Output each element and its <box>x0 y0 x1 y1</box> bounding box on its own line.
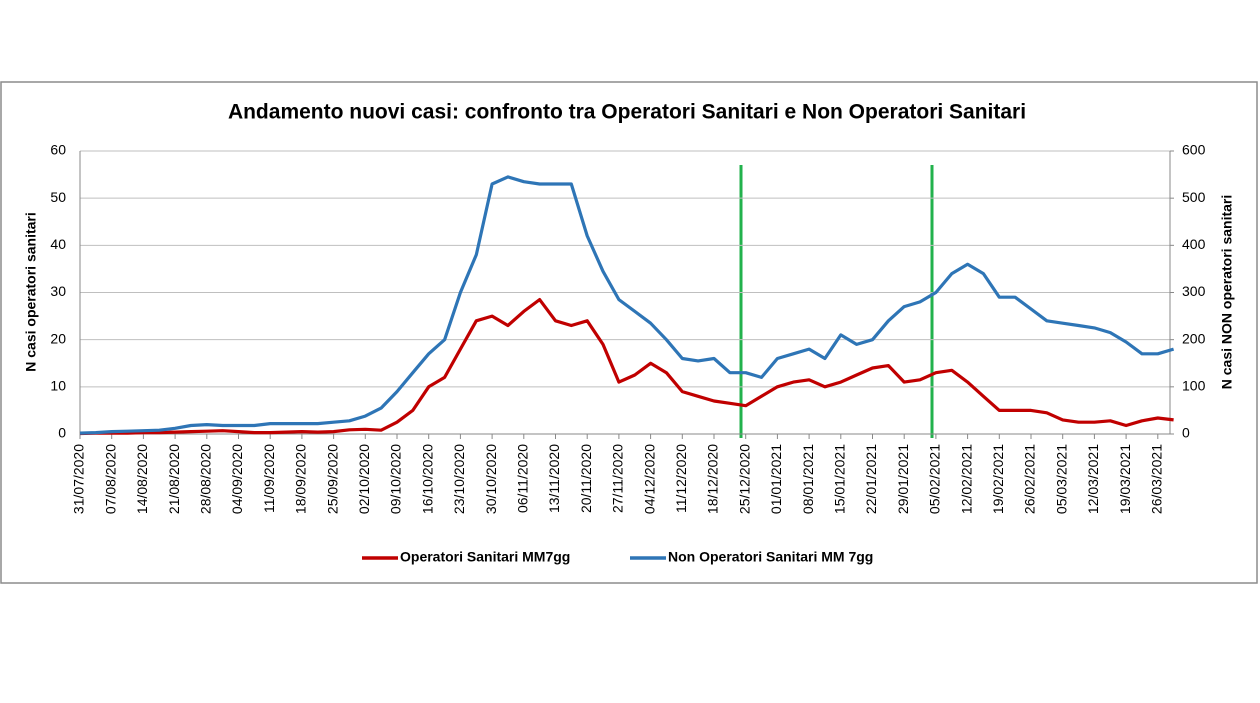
series-line <box>79 175 1175 435</box>
x-tick-label: 19/02/2021 <box>990 444 1006 514</box>
y-axis-title: N casi operatori sanitari <box>23 212 39 372</box>
x-tick-label: 05/03/2021 <box>1053 444 1069 514</box>
x-tick-label: 18/12/2020 <box>705 444 721 514</box>
x-tick-label: 22/01/2021 <box>863 444 879 514</box>
y-tick-label: 40 <box>50 236 66 252</box>
x-tick-label: 04/12/2020 <box>641 444 657 514</box>
x-tick-label: 20/11/2020 <box>578 444 594 513</box>
legend-label: Non Operatori Sanitari MM 7gg <box>668 549 873 565</box>
x-tick-label: 19/03/2021 <box>1117 444 1133 514</box>
y2-axis-title: N casi NON operatori sanitari <box>1219 195 1235 390</box>
x-tick-label: 15/01/2021 <box>832 444 848 514</box>
x-tick-label: 25/09/2020 <box>324 444 340 514</box>
y-tick-label: 60 <box>50 142 66 158</box>
x-tick-label: 04/09/2020 <box>229 444 245 514</box>
y-tick-label: 10 <box>50 378 66 394</box>
y2-tick-label: 100 <box>1182 378 1206 394</box>
x-tick-label: 09/10/2020 <box>388 444 404 514</box>
x-tick-label: 02/10/2020 <box>356 444 372 514</box>
x-tick-label: 11/09/2020 <box>261 444 277 513</box>
x-tick-label: 08/01/2021 <box>800 444 816 514</box>
y2-tick-label: 500 <box>1182 189 1206 205</box>
x-tick-label: 06/11/2020 <box>515 444 531 513</box>
y-tick-label: 30 <box>50 283 66 299</box>
y2-tick-label: 200 <box>1182 330 1206 346</box>
series-line <box>79 298 1174 436</box>
x-tick-label: 21/08/2020 <box>166 444 182 514</box>
x-tick-label: 25/12/2020 <box>736 444 752 514</box>
y-tick-label: 0 <box>58 425 66 441</box>
x-tick-label: 12/02/2021 <box>958 444 974 514</box>
x-tick-label: 12/03/2021 <box>1085 444 1101 514</box>
x-tick-label: 13/11/2020 <box>546 444 562 513</box>
legend-label: Operatori Sanitari MM7gg <box>400 549 570 565</box>
x-tick-label: 05/02/2021 <box>927 444 943 514</box>
y-tick-label: 20 <box>50 330 66 346</box>
y2-tick-label: 0 <box>1182 425 1190 441</box>
x-tick-label: 31/07/2020 <box>71 444 87 514</box>
x-tick-label: 28/08/2020 <box>198 444 214 514</box>
x-tick-label: 18/09/2020 <box>293 444 309 514</box>
x-tick-label: 14/08/2020 <box>134 444 150 514</box>
x-tick-label: 01/01/2021 <box>768 444 784 514</box>
x-tick-label: 27/11/2020 <box>610 444 626 513</box>
x-tick-label: 16/10/2020 <box>419 444 435 514</box>
chart-frame <box>0 81 1258 584</box>
y2-tick-label: 400 <box>1182 236 1206 252</box>
x-tick-label: 30/10/2020 <box>483 444 499 514</box>
y2-tick-label: 300 <box>1182 283 1206 299</box>
x-tick-label: 23/10/2020 <box>451 444 467 514</box>
y2-tick-label: 600 <box>1182 142 1206 158</box>
x-tick-label: 07/08/2020 <box>102 444 118 514</box>
x-tick-label: 29/01/2021 <box>895 444 911 514</box>
chart-title: Andamento nuovi casi: confronto tra Oper… <box>228 101 1026 124</box>
x-tick-label: 26/03/2021 <box>1149 444 1165 514</box>
y-tick-label: 50 <box>50 189 66 205</box>
x-tick-label: 26/02/2021 <box>1022 444 1038 514</box>
x-tick-label: 11/12/2020 <box>673 444 689 513</box>
